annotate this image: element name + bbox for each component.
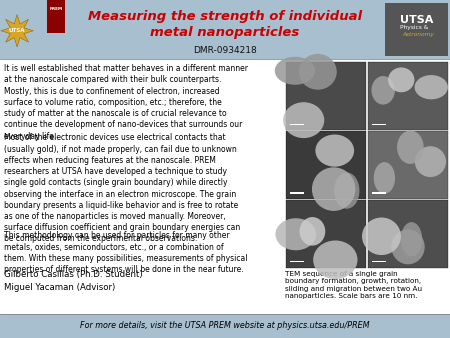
Text: Most of the electronic devices use electrical contacts that
(usually gold), if n: Most of the electronic devices use elect… [4,133,241,243]
Text: PREM: PREM [50,7,63,11]
Ellipse shape [283,102,324,138]
Ellipse shape [374,162,395,194]
Bar [0,314,450,338]
Text: TEM sequence of a single grain
boundary formation, growth, rotation,
sliding and: TEM sequence of a single grain boundary … [285,271,422,299]
Text: UTSA: UTSA [400,16,433,25]
Bar [285,63,366,130]
Ellipse shape [334,172,360,209]
Bar [290,124,303,125]
Text: Astronomy: Astronomy [403,32,434,37]
Ellipse shape [414,75,448,99]
Bar [368,200,448,268]
Ellipse shape [401,222,422,257]
Ellipse shape [299,54,337,90]
Bar [285,131,366,199]
Bar [385,3,448,56]
Ellipse shape [315,135,354,167]
Ellipse shape [388,67,414,92]
Ellipse shape [300,217,325,246]
Ellipse shape [275,218,316,250]
Bar [372,124,386,125]
Bar [368,63,448,130]
Polygon shape [1,15,33,47]
Bar [290,261,303,262]
Bar [372,192,386,194]
Bar [290,192,303,194]
Ellipse shape [371,76,395,104]
Text: For more details, visit the UTSA PREM website at physics.utsa.edu/PREM: For more details, visit the UTSA PREM we… [80,321,370,330]
Ellipse shape [397,130,423,164]
Bar [0,0,450,59]
Text: It is well established that matter behaves in a different manner
at the nanoscal: It is well established that matter behav… [4,64,248,141]
Text: DMR-0934218: DMR-0934218 [193,46,257,55]
Ellipse shape [362,217,401,255]
Ellipse shape [312,167,356,211]
Text: This methodology can be used for particles for many other
metals, oxides, semico: This methodology can be used for particl… [4,232,248,274]
Text: Gilberto Casillas (Ph.D. Student)
Miguel Yacaman (Advisor): Gilberto Casillas (Ph.D. Student) Miguel… [4,270,143,292]
Ellipse shape [415,146,446,177]
Bar [47,0,65,32]
Bar [0,59,450,314]
Ellipse shape [275,57,315,85]
Text: UTSA: UTSA [9,28,25,33]
Ellipse shape [313,240,357,279]
Ellipse shape [392,230,425,264]
Text: Physics &: Physics & [400,25,428,30]
Bar [372,261,386,262]
Bar [285,200,366,268]
Text: Measuring the strength of individual
metal nanoparticles: Measuring the strength of individual met… [88,10,362,39]
Bar [368,131,448,199]
